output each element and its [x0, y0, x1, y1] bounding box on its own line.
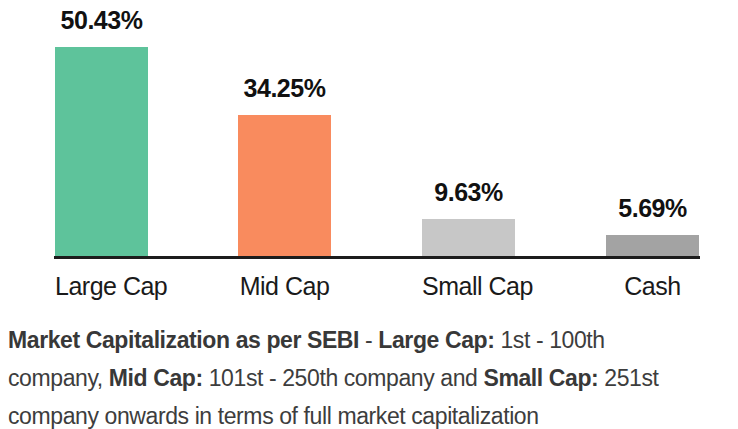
bar-small-cap: 9.63%	[422, 219, 515, 259]
footnote-line: company onwards in terms of full market …	[8, 397, 734, 429]
bar-group-mid-cap: 34.25% Mid Cap	[238, 0, 331, 310]
bar-label-cash: Cash	[606, 272, 699, 301]
footnote-text: 1st - 100th	[494, 327, 604, 353]
footnote-term: Mid Cap:	[109, 365, 203, 391]
market-cap-allocation-panel: 50.43% Large Cap 34.25% Mid Cap 9.63% Sm…	[0, 0, 738, 429]
bar-label-large-cap: Large Cap	[55, 272, 148, 301]
footnote: Market Capitalization as per SEBI - Larg…	[8, 321, 734, 429]
bar-mid-cap: 34.25%	[238, 115, 331, 259]
bar-value-mid-cap: 34.25%	[244, 74, 326, 103]
footnote-term: Small Cap:	[483, 365, 598, 391]
footnote-text: company,	[8, 365, 109, 391]
bar-label-mid-cap: Mid Cap	[238, 272, 331, 301]
footnote-line: company, Mid Cap: 101st - 250th company …	[8, 359, 734, 397]
bar-value-large-cap: 50.43%	[61, 6, 143, 35]
bar-group-small-cap: 9.63% Small Cap	[422, 0, 515, 310]
footnote-text: -	[359, 327, 378, 353]
bar-value-cash: 5.69%	[618, 194, 686, 223]
bar-value-small-cap: 9.63%	[434, 178, 502, 207]
bar-group-cash: 5.69% Cash	[606, 0, 699, 310]
footnote-text: 101st - 250th company and	[203, 365, 484, 391]
footnote-text: 251st	[598, 365, 658, 391]
footnote-line: Market Capitalization as per SEBI - Larg…	[8, 321, 734, 359]
footnote-text: company onwards in terms of full market …	[8, 403, 539, 429]
footnote-term: Market Capitalization as per SEBI	[8, 327, 359, 353]
bar-label-small-cap: Small Cap	[422, 272, 515, 301]
bar-group-large-cap: 50.43% Large Cap	[55, 0, 148, 310]
market-cap-bar-chart: 50.43% Large Cap 34.25% Mid Cap 9.63% Sm…	[0, 0, 738, 310]
bar-large-cap: 50.43%	[55, 47, 148, 259]
footnote-term: Large Cap:	[378, 327, 494, 353]
x-axis-line	[54, 256, 700, 259]
